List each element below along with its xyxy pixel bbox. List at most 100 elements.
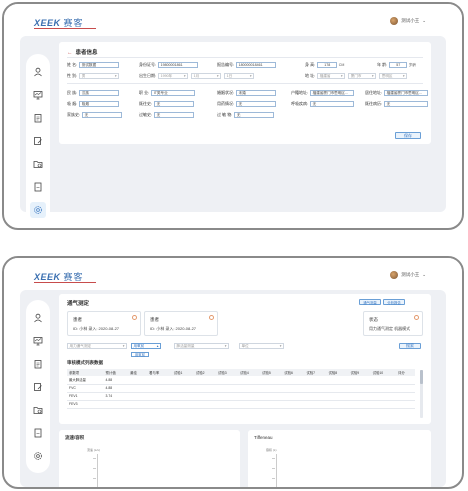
logo-text: XEEK — [34, 272, 61, 282]
sidebar-item-report[interactable] — [30, 425, 46, 441]
past-history-field: 既往史: 无 — [139, 101, 195, 107]
city-select[interactable]: 厦门市 ▾ — [348, 73, 377, 79]
table-cell — [103, 400, 129, 409]
edit-icon — [34, 382, 42, 391]
flow-volume-axis — [97, 454, 98, 487]
birth-day-select[interactable]: 1日 ▾ — [224, 73, 255, 79]
medication-input[interactable]: 无 — [236, 101, 277, 107]
ethnicity-input[interactable]: 汉族 — [79, 90, 120, 96]
allergen-field: 过 敏 物: 无 — [217, 112, 275, 118]
sidebar-item-settings[interactable] — [30, 201, 46, 218]
past-records-input[interactable]: 无 — [384, 101, 429, 107]
edit-icon — [34, 136, 42, 145]
status-card: 状态 用力通气测定 机器模式 — [363, 311, 423, 336]
table-cell — [326, 384, 349, 393]
birth-field: 出生日期: 1990年 ▾ 1月 ▾ 1日 ▾ — [139, 73, 255, 79]
allergy-history-input[interactable]: 无 — [154, 112, 195, 118]
logo-text: XEEK — [34, 18, 61, 28]
sidebar-item-clipboard[interactable] — [30, 356, 46, 372]
household-address-input[interactable]: 福建省厦门市思明区... — [310, 90, 355, 96]
province-select[interactable]: 福建省 ▾ — [317, 73, 346, 79]
table-cell — [260, 400, 283, 409]
search-button[interactable]: 搜索 — [399, 343, 421, 349]
smoking-input[interactable]: 吸烟 — [79, 101, 120, 107]
data-table: 参数项 预计值 最佳 看与率 试验1 试验2 试验3 试验4 试验5 试验6 试验7 试验8 试验9 试验… — [67, 369, 415, 409]
smoking-field: 吸 烟: 吸烟 — [67, 101, 120, 107]
sidebar — [26, 54, 50, 227]
unit-select[interactable]: 单位 ▾ — [239, 343, 284, 349]
table-cell — [193, 400, 216, 409]
user-menu[interactable]: 测试小王 ⌄ — [390, 17, 426, 25]
table-cell — [260, 376, 283, 385]
birth-month-select[interactable]: 1月 ▾ — [191, 73, 222, 79]
divider — [67, 83, 423, 84]
idcard-input[interactable]: 19800001861 — [158, 62, 199, 68]
gender-select[interactable]: 男 ▾ — [79, 73, 120, 79]
tiffeneau-axis — [276, 454, 277, 487]
table-cell — [238, 376, 261, 385]
marital-input[interactable]: 未婚 — [236, 90, 277, 96]
chevron-down-icon: ▾ — [402, 74, 405, 78]
sidebar-item-edit[interactable] — [30, 379, 46, 395]
sidebar-item-edit[interactable] — [30, 133, 46, 149]
residence-address-input[interactable]: 福建省厦门市思明区... — [384, 90, 429, 96]
sidebar-item-patient[interactable] — [30, 64, 46, 80]
family-history-input[interactable]: 无 — [82, 112, 123, 118]
scrollbar-thumb[interactable] — [420, 370, 423, 384]
table-cell — [215, 384, 239, 393]
sidebar-item-patient[interactable] — [30, 310, 46, 326]
user-menu[interactable]: 测试小王 ⌄ — [390, 271, 426, 279]
oxygen-select[interactable]: 用氧前 ▴ — [131, 343, 161, 349]
save-button[interactable]: 保存 — [395, 132, 421, 139]
sidebar-item-history[interactable] — [30, 402, 46, 418]
chevron-down-icon: ⌄ — [422, 272, 426, 277]
name-input[interactable]: 测试数据 — [79, 62, 120, 68]
sidebar-item-history[interactable] — [30, 156, 46, 172]
test-type-select[interactable]: 用力通气测定 ▾ — [67, 343, 127, 349]
family-history-field: 家族史: 无 — [67, 112, 123, 118]
table-row[interactable]: FEV1 3.74 — [67, 392, 415, 401]
respiratory-disease-input[interactable]: 无 — [310, 101, 355, 107]
tiffeneau-chart-panel: Tiffeneau 容积 (L) — [248, 430, 431, 487]
past-records-field: 既往病历: 无 — [365, 101, 429, 107]
table-row[interactable]: FEV3 — [67, 400, 415, 409]
district-select[interactable]: 思明区 ▾ — [379, 73, 408, 79]
birth-year-select[interactable]: 1990年 ▾ — [158, 73, 189, 79]
sidebar-item-monitor[interactable] — [30, 333, 46, 349]
table-cell: 4.88 — [103, 376, 129, 385]
table-title: 审核模式列表数据 — [67, 360, 103, 365]
axis-tick — [272, 458, 275, 459]
analysis-report-button[interactable]: 分析报告 — [383, 299, 405, 305]
back-arrow-icon[interactable]: ← — [67, 50, 73, 56]
table-row[interactable]: FVC 4.88 — [67, 384, 415, 393]
info-icon — [414, 315, 419, 320]
report-number-input[interactable]: 180000018461 — [236, 62, 277, 68]
age-input[interactable]: 57 — [389, 62, 408, 68]
screen-ventilation: XEEK 赛客 测试小王 ⌄ 通气测定 通气测量 分析报告 患者 ID: 小林 录… — [2, 256, 464, 489]
table-cell — [348, 376, 371, 385]
card-title: 患者 — [150, 317, 159, 322]
past-history-input[interactable]: 无 — [154, 101, 195, 107]
ventilation-measure-button[interactable]: 通气测量 — [359, 299, 381, 305]
sidebar-item-clipboard[interactable] — [30, 110, 46, 126]
table-scrollbar[interactable] — [420, 370, 423, 418]
table-header-cell: 试验1 — [171, 369, 194, 376]
measure-select[interactable]: 肺活量测量 ▾ — [174, 343, 229, 349]
name-label: 姓 名: — [67, 62, 78, 67]
table-cell — [171, 384, 194, 393]
oxygen-option[interactable]: 用氧前 — [131, 352, 149, 357]
axis-tick — [272, 478, 275, 479]
occupation-input[interactable]: IT类专业 — [151, 90, 196, 96]
height-input[interactable]: 178 — [317, 62, 338, 68]
table-row[interactable]: 最大肺活量 4.88 — [67, 376, 415, 385]
table-header-cell: 预计值 — [103, 369, 129, 376]
sidebar-item-monitor[interactable] — [30, 87, 46, 103]
sidebar — [26, 300, 50, 473]
height-field: 身 高: 178 CM — [305, 62, 344, 68]
sidebar-item-report[interactable] — [30, 179, 46, 195]
allergen-input[interactable]: 无 — [234, 112, 275, 118]
gender-label: 性 别: — [67, 73, 78, 78]
sidebar-item-settings[interactable] — [30, 448, 46, 464]
monitor-icon — [33, 90, 43, 99]
idcard-field: 身份证号: 19800001861 — [139, 62, 199, 68]
